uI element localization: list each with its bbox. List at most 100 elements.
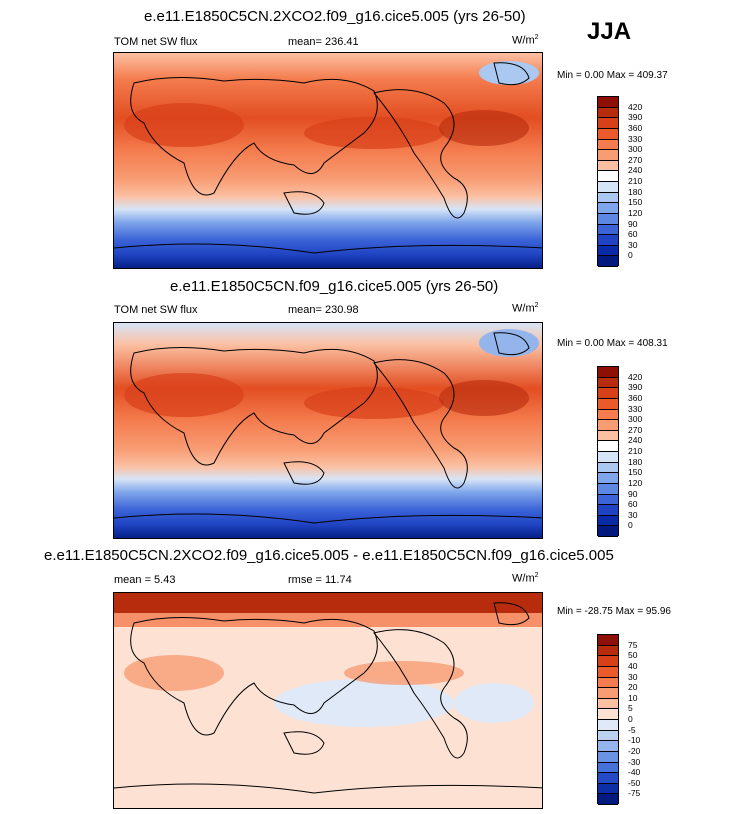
panel-3-title: e.e11.E1850C5CN.2XCO2.f09_g16.cice5.005 … [44,547,614,564]
colorbar-tick-label: -30 [628,756,641,767]
colorbar-tick-label: -40 [628,767,641,778]
colorbar-swatch [598,505,618,516]
colorbar-swatch [598,645,618,657]
panel-1-map-svg [114,53,542,268]
panel-2-greenland [479,329,539,357]
colorbar-tick-label: 50 [628,650,638,661]
colorbar-swatch [598,398,618,410]
panel-2-coastlines [114,332,542,524]
panel-3-positive-region [124,655,224,691]
colorbar-tick-label: 60 [628,499,638,510]
colorbar-tick-label: 210 [628,176,643,186]
colorbar-tick-label: 60 [628,229,638,240]
colorbar-swatch [598,473,618,484]
colorbar-swatch [598,720,618,731]
season-label: JJA [587,18,632,45]
colorbar-tick-label: -5 [628,724,636,735]
colorbar-tick-label: 180 [628,456,643,467]
colorbar-tick-label: 20 [628,682,638,693]
panel-2-variable-label: TOM net SW flux [114,304,198,316]
panel-1-map [113,52,543,269]
colorbar-tick-label: -20 [628,745,641,756]
colorbar-tick-label: 360 [628,122,643,133]
panel-1-coastlines [114,62,542,254]
panel-1-hotspot [124,103,244,147]
panel-3-negative-region [454,683,534,723]
colorbar-swatch [598,150,618,161]
panel-3-arctic-band [114,613,542,627]
colorbar-swatch [598,677,618,689]
colorbar-swatch [598,762,618,774]
colorbar-swatch [598,483,618,495]
panel-2-units-sup: 2 [534,302,539,309]
colorbar-swatch [598,224,618,236]
colorbar-swatch [598,494,618,506]
panel-2-colorbar: 420 390 360 330 300 270 240 210 180 150 120 90 60 30 0 [597,366,642,537]
panel-3-mean-label: mean = 5.43 [114,574,176,586]
colorbar-swatch [598,751,618,763]
colorbar-swatch [598,377,618,389]
colorbar-tick-label: 150 [628,467,643,478]
panel-2-hotspot [304,387,444,419]
colorbar-swatch [598,213,618,225]
colorbar-swatch [598,709,618,720]
panel-3-colorbar: 75 50 40 30 20 10 5 0 -5 -10 -20 -30 -40 -50 -75 [597,634,640,805]
panel-3-units-sup: 2 [534,572,539,579]
colorbar-swatch [598,441,618,452]
colorbar-swatch [598,741,618,752]
colorbar-tick-label: -75 [628,788,641,799]
colorbar-tick-label: 75 [628,639,638,650]
colorbar-swatch [598,666,618,678]
colorbar-tick-label: -50 [628,777,641,788]
colorbar-tick-label: 10 [628,692,638,703]
panel-1-colorbar: 420 390 360 330 300 270 240 210 180 150 120 90 60 30 0 [597,96,642,267]
colorbar-swatch [598,773,618,784]
panel-1-hotspot [439,110,529,146]
colorbar-swatch [598,367,618,378]
colorbar-swatch [598,515,618,527]
colorbar-tick-label: 90 [628,218,638,229]
colorbar-tick-label: 0 [628,250,633,261]
colorbar-swatch [598,656,618,667]
panel-1-units: W/m2 [512,34,539,47]
panel-2-mean-label: mean= 230.98 [288,304,359,316]
colorbar-swatch [598,235,618,246]
colorbar-swatch [598,688,618,699]
colorbar-swatch [598,783,618,795]
panel-3-positive-region [344,661,464,685]
colorbar-tick-label: 5 [628,703,633,714]
colorbar-swatch [598,388,618,399]
colorbar-swatch [598,171,618,182]
colorbar-tick-label: 300 [628,144,643,155]
colorbar-tick-label: 240 [628,435,643,446]
colorbar-tick-label: 150 [628,197,643,208]
colorbar-swatch [598,635,618,646]
colorbar-swatch [598,698,618,710]
colorbar-tick-label: 120 [628,207,643,218]
panel-3-rmse-label: rmse = 11.74 [288,574,352,586]
panel-2-hotspot [124,373,244,417]
colorbar-tick-label: 120 [628,477,643,488]
colorbar-tick-label: 30 [628,239,638,250]
colorbar-swatch [598,245,618,257]
colorbar-tick-label: 0 [628,714,633,724]
colorbar-tick-label: 30 [628,671,638,682]
colorbar-tick-label: 270 [628,424,643,435]
colorbar-tick-label: 90 [628,488,638,499]
panel-1-units-text: W/m [512,34,535,47]
colorbar-tick-label: 0 [628,520,633,531]
colorbar-tick-label: 390 [628,112,643,123]
colorbar-tick-label: 330 [628,403,643,414]
panel-3-minmax: Min = -28.75 Max = 95.96 [557,606,671,617]
panel-1-greenland [479,61,539,85]
panel-2-title: e.e11.E1850C5CN.f09_g16.cice5.005 (yrs 2… [170,278,499,295]
colorbar-tick-label: 330 [628,133,643,144]
panel-1-minmax: Min = 0.00 Max = 409.37 [557,70,668,81]
colorbar-swatch [598,139,618,151]
colorbar-swatch [598,192,618,204]
panel-1-title: e.e11.E1850C5CN.2XCO2.f09_g16.cice5.005 … [144,8,526,25]
colorbar-swatch [598,256,618,267]
colorbar-tick-label: 420 [628,371,643,382]
panel-1-hotspot [304,117,444,149]
colorbar-swatch [598,97,618,108]
